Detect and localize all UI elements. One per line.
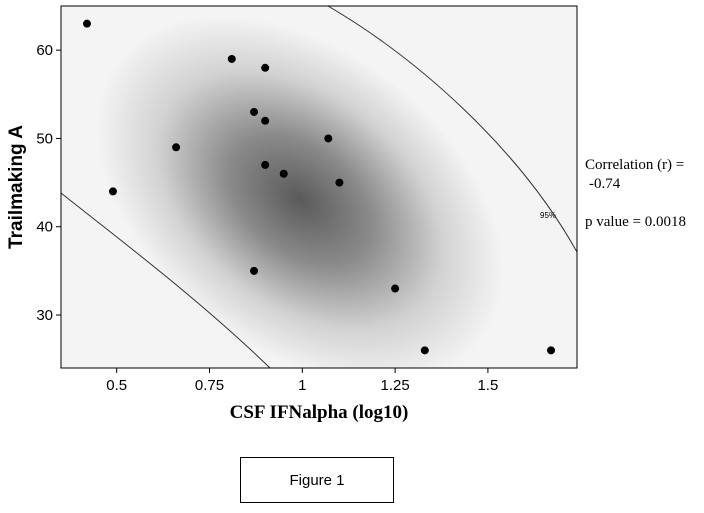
x-tick-label: 1.25 (380, 377, 409, 394)
y-tick-label: 50 (36, 130, 53, 147)
p-value: p value = 0.0018 (585, 214, 686, 230)
data-points (82, 19, 556, 355)
data-point (391, 284, 400, 293)
ellipse-label: 95% (540, 211, 556, 220)
data-point (335, 178, 344, 187)
data-point (108, 187, 117, 196)
confidence-ellipse-lower-arc (61, 192, 271, 368)
correlation-value: -0.74 (589, 176, 621, 192)
x-tick-label: 0.75 (195, 377, 224, 394)
data-point (82, 19, 91, 28)
density-shading (61, 6, 577, 368)
y-tick-label: 30 (36, 307, 53, 324)
confidence-ellipse-upper-arc (327, 6, 577, 253)
x-tick-label: 1 (298, 377, 306, 394)
data-point (250, 266, 259, 275)
data-point (261, 160, 270, 169)
data-point (261, 63, 270, 72)
data-point (261, 116, 270, 125)
y-axis-title: Trailmaking A (6, 125, 27, 249)
correlation-label: Correlation (r) = (585, 157, 684, 173)
data-point (279, 169, 288, 178)
figure-caption-text: Figure 1 (289, 471, 345, 489)
x-axis: 0.5 0.75 1 1.25 1.5 (106, 368, 498, 394)
data-point (250, 107, 259, 116)
y-tick-label: 60 (36, 42, 53, 59)
x-tick-label: 1.5 (477, 377, 498, 394)
data-point (324, 134, 333, 143)
y-tick-label: 40 (36, 219, 53, 236)
y-axis: 30 40 50 60 (36, 42, 61, 324)
x-tick-label: 0.5 (106, 377, 127, 394)
scatter-chart: 95% 0.5 0.75 1 1.25 1.5 30 40 50 60 CSF IFNalph… (6, 5, 686, 423)
figure-caption: Figure 1 (240, 457, 394, 503)
x-axis-title: CSF IFNalpha (log10) (230, 402, 409, 423)
data-point (420, 346, 429, 355)
data-point (227, 54, 236, 63)
data-point (547, 346, 556, 355)
data-point (172, 143, 181, 152)
plot-frame (60, 5, 578, 369)
